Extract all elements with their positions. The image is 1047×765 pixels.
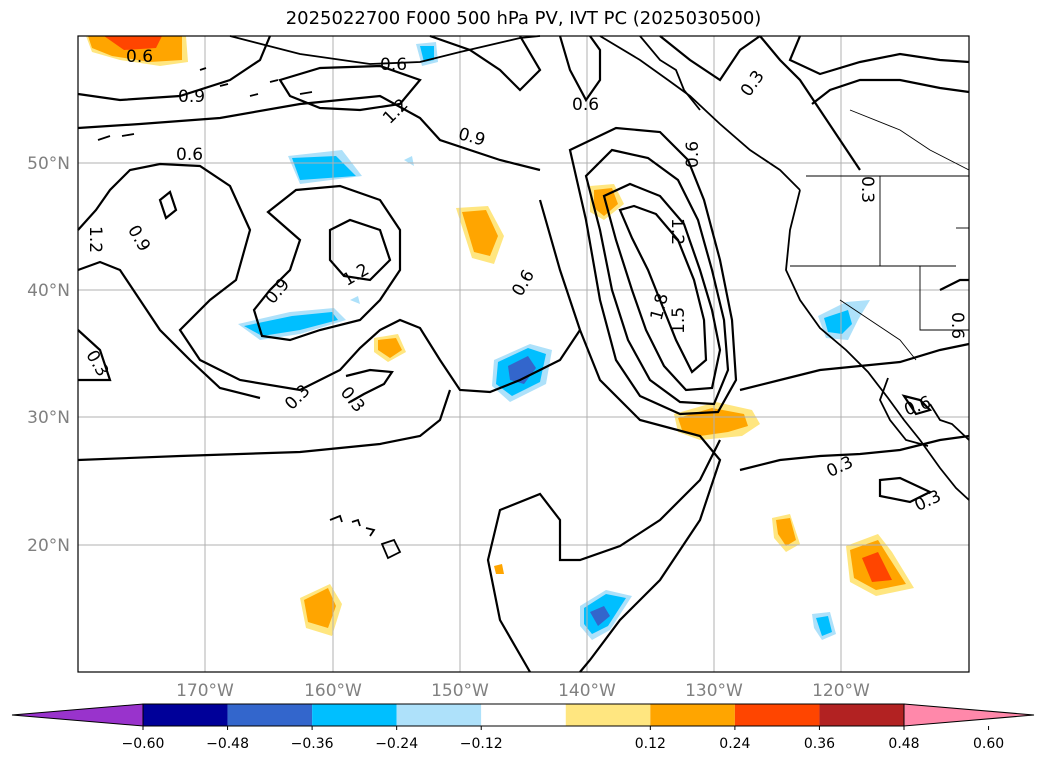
- coastlines: [97, 35, 970, 560]
- pv-contours: [77, 34, 970, 673]
- lon-label: 170°W: [176, 681, 234, 701]
- lat-label: 20°N: [27, 536, 70, 556]
- lat-label: 40°N: [27, 281, 70, 301]
- lat-axis: 50°N 40°N 30°N 20°N: [27, 154, 70, 556]
- colorbar-swatch: [650, 704, 735, 726]
- lon-label: 140°W: [558, 681, 616, 701]
- colorbar-tick-label: 0.24: [719, 736, 750, 752]
- lat-label: 50°N: [27, 154, 70, 174]
- colorbar-tick-label: 0.48: [888, 736, 919, 752]
- contour-label: 1.5: [669, 307, 689, 334]
- lon-label: 120°W: [812, 681, 870, 701]
- contour-label: 0.6: [126, 47, 153, 67]
- contour-label: 0.6: [380, 55, 407, 75]
- contour-label: 0.6: [947, 312, 967, 339]
- colorbar-tick-label: −0.60: [122, 736, 165, 752]
- contour-label: 0.3: [857, 176, 877, 203]
- colorbar-tick-label: 0.12: [635, 736, 666, 752]
- lon-label: 130°W: [685, 681, 743, 701]
- contour-label: 0.9: [178, 87, 205, 107]
- colorbar-tick-label: 0.60: [973, 736, 1004, 752]
- colorbar-tick-label: −0.48: [206, 736, 249, 752]
- map-frame: [77, 35, 970, 673]
- lon-axis: 170°W 160°W 150°W 140°W 130°W 120°W: [176, 681, 870, 701]
- contour-label: 0.6: [572, 95, 599, 115]
- colorbar-tick-label: −0.24: [375, 736, 418, 752]
- contour-label: 0.6: [176, 145, 203, 165]
- colorbar-tick-label: −0.12: [460, 736, 503, 752]
- colorbar-swatch: [227, 704, 313, 726]
- contour-label: 1.2: [85, 226, 105, 253]
- contour-label: 0.6: [683, 141, 703, 168]
- contour-label: 1.2: [667, 218, 687, 245]
- colorbar-swatch: [565, 704, 651, 726]
- colorbar-swatch: [143, 704, 228, 726]
- shaded-anomalies: [86, 36, 914, 640]
- colorbar-frame: [142, 703, 905, 727]
- borders: [790, 109, 970, 361]
- colorbar-swatch: [481, 704, 566, 726]
- colorbar-swatch: [396, 704, 482, 726]
- lon-label: 160°W: [304, 681, 362, 701]
- colorbar: [11, 703, 1035, 727]
- colorbar-tick-label: 0.36: [804, 736, 835, 752]
- colorbar-extend-max: [903, 703, 1035, 727]
- lat-label: 30°N: [27, 408, 70, 428]
- colorbar-tick-label: −0.36: [291, 736, 334, 752]
- colorbar-swatch: [312, 704, 397, 726]
- lon-label: 150°W: [431, 681, 489, 701]
- colorbar-labels: −0.60 −0.48 −0.36 −0.24 −0.12 0.12 0.24 0.36 0.4…: [122, 726, 1004, 752]
- map-title: 2025022700 F000 500 hPa PV, IVT PC (2025…: [285, 8, 762, 29]
- colorbar-extend-min: [11, 703, 144, 727]
- colorbar-swatch: [819, 704, 904, 726]
- colorbar-swatch: [734, 704, 820, 726]
